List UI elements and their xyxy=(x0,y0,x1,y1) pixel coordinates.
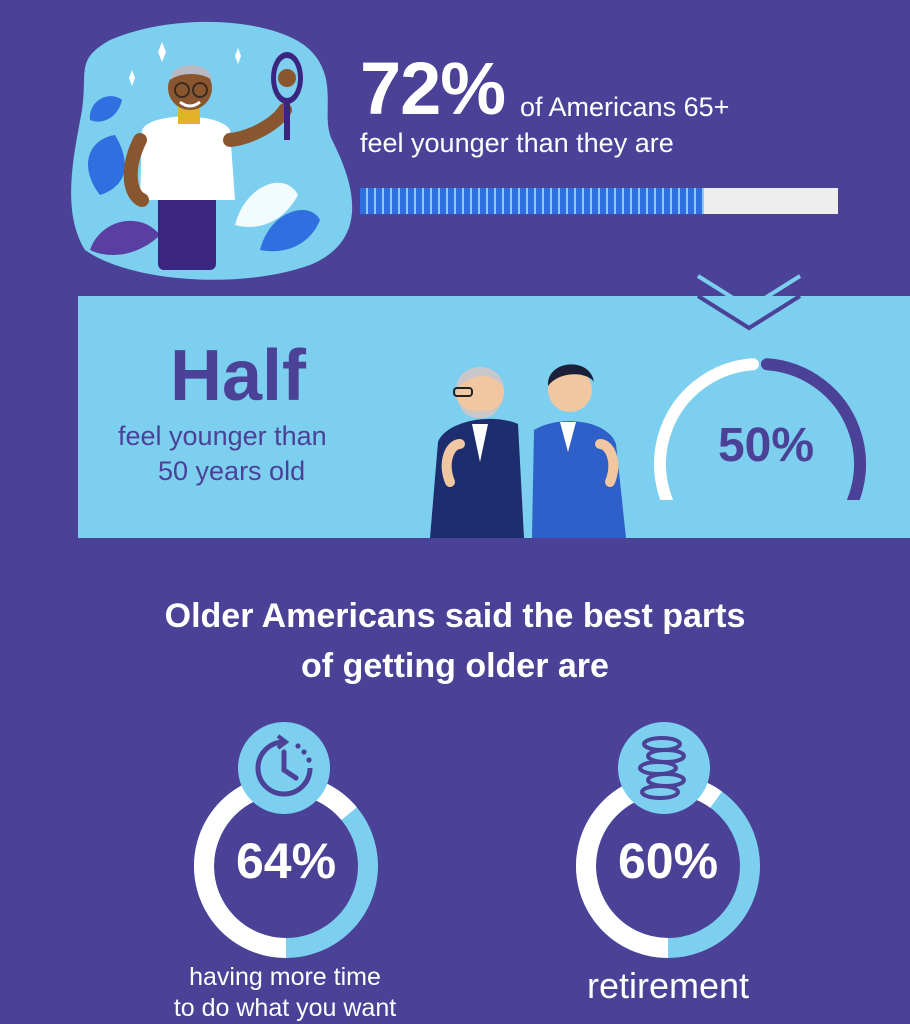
progress-fill xyxy=(360,188,705,214)
clock-icon xyxy=(238,722,330,814)
half-line1: feel younger than xyxy=(118,421,327,451)
half-title: Half xyxy=(170,336,307,416)
chevron-down-icon xyxy=(696,274,802,331)
stat-72-line1: of Americans 65+ xyxy=(520,92,730,122)
gauge-arc-filled xyxy=(654,358,760,500)
stat-72-value: 72% xyxy=(360,47,506,130)
donut-60-value: 60% xyxy=(617,833,719,889)
half-line2: 50 years old xyxy=(158,456,306,486)
stat-72-line2: feel younger than they are xyxy=(360,128,674,158)
coins-icon xyxy=(618,722,710,814)
caption-60: retirement xyxy=(586,965,750,1006)
section-title-line1: Older Americans said the best parts xyxy=(164,597,746,635)
progress-bar xyxy=(360,188,838,214)
caption-64-line1: having more time xyxy=(189,963,381,991)
gauge-value: 50% xyxy=(717,419,815,472)
section-title-line2: of getting older are xyxy=(301,647,609,685)
donut-64-value: 64% xyxy=(235,833,337,889)
gauge-arc-remaining xyxy=(760,358,866,500)
hero-illustration xyxy=(71,21,353,280)
gauge-50 xyxy=(654,358,866,500)
thinking-men-illustration xyxy=(430,364,626,538)
caption-64-line2: to do what you want xyxy=(173,994,397,1022)
